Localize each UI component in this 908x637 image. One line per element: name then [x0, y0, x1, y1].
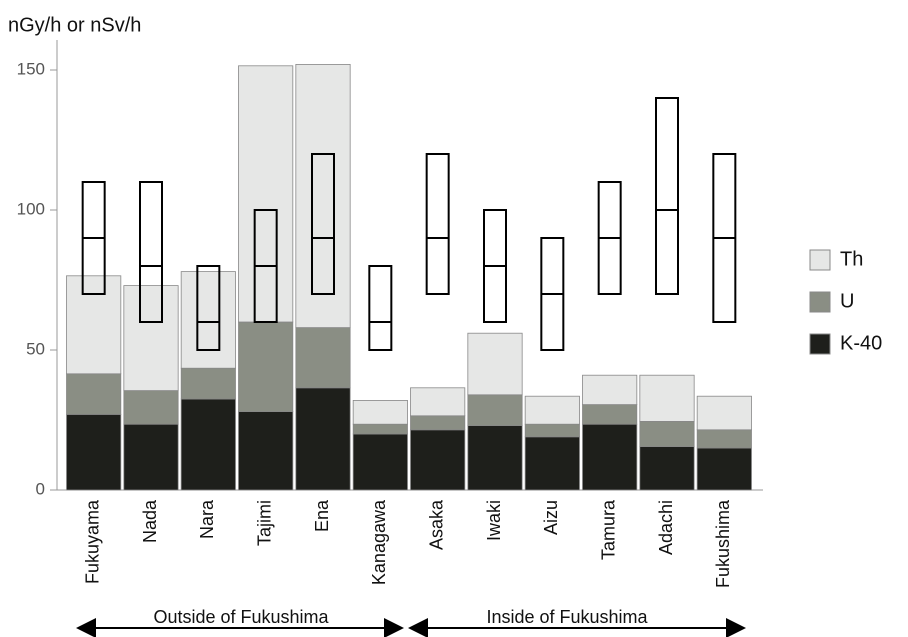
bar-segment — [66, 275, 122, 375]
y-tick-label: 0 — [36, 479, 45, 498]
bar-segment — [295, 327, 351, 389]
bar-segment — [352, 399, 408, 425]
bar-segment — [180, 367, 236, 400]
bar-segment — [295, 64, 351, 329]
x-tick-label: Iwaki — [484, 500, 504, 541]
bar-segment — [582, 374, 638, 406]
legend-swatch — [809, 249, 831, 271]
range-box — [655, 97, 679, 295]
bar-segment — [467, 332, 523, 396]
x-tick-label: Tajimi — [254, 500, 274, 546]
bar-segment — [238, 321, 294, 412]
group-label: Outside of Fukushima — [153, 607, 329, 627]
bar-segment — [696, 395, 752, 431]
range-box — [196, 265, 221, 351]
x-tick-label: Tamura — [598, 499, 618, 560]
bar-segment — [696, 429, 752, 449]
x-tick-label: Fukushima — [713, 499, 733, 588]
legend-swatch — [809, 333, 831, 355]
bar-segment — [582, 404, 638, 425]
bar-segment — [410, 387, 466, 417]
bar-segment — [410, 429, 466, 491]
bar-segment — [410, 415, 466, 431]
bar-segment — [467, 425, 523, 491]
bar-segment — [123, 390, 179, 425]
group-label: Inside of Fukushima — [486, 607, 648, 627]
legend-label: U — [840, 290, 854, 312]
bar-segment — [352, 423, 408, 435]
bar-segment — [524, 423, 580, 438]
bar-segment — [639, 374, 695, 422]
x-tick-label: Asaka — [426, 499, 446, 550]
bar-segment — [123, 423, 179, 491]
range-box — [368, 265, 393, 351]
bar-segment — [238, 411, 294, 491]
x-tick-label: Nara — [197, 499, 217, 539]
x-tick-label: Adachi — [656, 500, 676, 555]
y-tick-label: 50 — [26, 339, 45, 358]
range-box — [311, 153, 335, 295]
range-box — [139, 181, 163, 323]
bar-segment — [352, 433, 408, 491]
bar-segment — [639, 446, 695, 491]
bar-segment — [123, 285, 179, 392]
bar-segment — [639, 420, 695, 447]
bar-segment — [524, 395, 580, 425]
y-axis-label: nGy/h or nSv/h — [8, 14, 141, 36]
bar-segment — [582, 423, 638, 491]
y-tick-label: 150 — [17, 59, 45, 78]
x-tick-label: Ena — [312, 499, 332, 532]
bar-segment — [696, 447, 752, 491]
range-box — [425, 153, 450, 295]
bar-segment — [295, 387, 351, 491]
legend-swatch — [809, 291, 831, 313]
bar-segment — [66, 413, 122, 491]
y-tick-label: 100 — [17, 199, 45, 218]
bar-segment — [180, 271, 236, 369]
x-tick-label: Nada — [140, 499, 160, 543]
bar-segment — [238, 65, 294, 323]
bar-segment — [66, 373, 122, 415]
x-tick-label: Fukuyama — [82, 499, 102, 584]
legend-label: Th — [840, 248, 863, 270]
x-tick-label: Kanagawa — [369, 499, 389, 585]
bar-segment — [180, 398, 236, 491]
x-tick-label: Aizu — [541, 500, 561, 535]
bar-segment — [467, 394, 523, 426]
bar-segment — [524, 436, 580, 491]
legend-label: K-40 — [840, 332, 882, 354]
